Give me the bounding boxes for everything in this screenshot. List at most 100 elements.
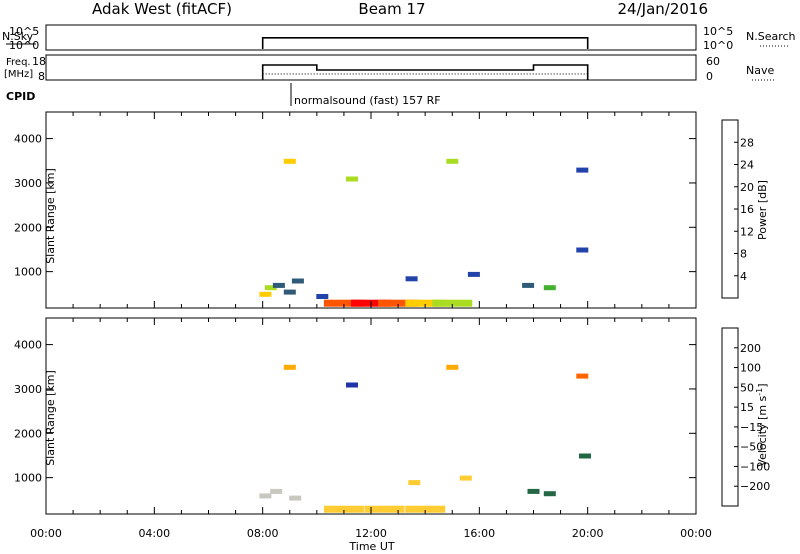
x-tick-label: 20:00 [572, 527, 604, 540]
nsky-panel-frame [45, 24, 697, 51]
velocity-cell [459, 475, 472, 481]
power-cell [576, 167, 589, 173]
velocity-ytick-label: 2000 [14, 427, 42, 440]
power-cell [522, 282, 535, 288]
x-tick-label: 00:00 [680, 527, 712, 540]
date-title: 24/Jan/2016 [618, 0, 709, 18]
cpid-text: normalsound (fast) 157 RF [294, 94, 441, 107]
velocity-colorbar-tick-label: 100 [740, 362, 761, 375]
velocity-cell [579, 453, 591, 459]
power-colorbar-tick-label: 12 [740, 225, 754, 238]
velocity-colorbar-tick-label: −100 [740, 460, 770, 473]
power-cell [378, 299, 419, 307]
power-colorbar: 28 24 20 16 12 8 4 [721, 119, 754, 299]
velocity-cell [270, 488, 283, 494]
power-colorbar-tick-label: 8 [740, 248, 747, 261]
velocity-cell [364, 505, 405, 513]
beam-title: Beam 17 [358, 0, 425, 18]
freq-line [261, 64, 589, 80]
velocity-data-layer [259, 364, 591, 513]
velocity-cell [289, 495, 302, 501]
nsky-tick-top-right: 10^5 [703, 25, 733, 38]
power-cell [576, 247, 589, 253]
velocity-colorbar-tick-label: −50 [740, 441, 763, 454]
velocity-colorbar: 200 100 50 15 −15 −50 −100 −200 [721, 327, 770, 507]
power-cell [316, 294, 329, 299]
nsearch-label: N.Search [746, 30, 796, 43]
velocity-cell [405, 505, 446, 513]
freq-tick-top: 18 [32, 55, 46, 68]
freq-label-line2: [MHz] [4, 69, 33, 80]
power-colorbar-tick-label: 4 [740, 270, 747, 283]
x-axis-tick-labels: 00:00 04:00 08:00 12:00 16:00 20:00 00:00 [30, 527, 712, 540]
velocity-cell [527, 488, 540, 494]
velocity-ylabel: Slant Range [km] [44, 370, 57, 466]
power-panel-frame [45, 111, 697, 309]
freq-label-line1: Freq. [6, 57, 31, 68]
velocity-colorbar-label: Velocity [m s-1] [755, 383, 770, 466]
x-tick-label: 04:00 [138, 527, 170, 540]
power-cell [467, 271, 480, 277]
x-tick-label: 00:00 [30, 527, 62, 540]
power-colorbar-tick-label: 20 [740, 181, 754, 194]
velocity-cell [408, 480, 421, 486]
nsky-tick-bottom-left: 10^0 [9, 39, 39, 52]
power-ytick-label: 3000 [14, 177, 42, 190]
x-axis-label: Time UT [348, 540, 394, 553]
velocity-ytick-label: 1000 [14, 472, 42, 485]
power-cell [259, 291, 272, 297]
power-panel: 1000 2000 3000 4000 Slant Range [km] [14, 111, 697, 309]
nsky-label: N.Sky [2, 30, 34, 43]
velocity-cell [346, 382, 358, 388]
power-cell [405, 299, 446, 307]
power-cell [446, 158, 459, 164]
power-colorbar-label: Power [dB] [756, 180, 769, 240]
power-ytick-label: 2000 [14, 221, 42, 234]
power-cell [346, 176, 358, 182]
power-cell [272, 282, 285, 288]
nsky-tick-bottom-right: 10^0 [703, 39, 733, 52]
x-tick-label: 12:00 [355, 527, 387, 540]
power-cell [264, 285, 277, 291]
power-colorbar-tick-label: 28 [740, 136, 754, 149]
velocity-colorbar-tick-label: 200 [740, 342, 761, 355]
power-ylabel: Slant Range [km] [44, 168, 57, 264]
freq-trace [261, 64, 589, 80]
power-colorbar-tick-label: 16 [740, 203, 754, 216]
velocity-colorbar-label-sup: -1 [755, 388, 764, 396]
velocity-colorbar-tick-label: 15 [740, 401, 754, 414]
freq-tick-bottom: 8 [38, 70, 45, 83]
velocity-cell [576, 373, 589, 379]
power-cell [283, 158, 296, 164]
velocity-panel: 1000 2000 3000 4000 Slant Range [km] [14, 317, 697, 515]
velocity-colorbar-tick-label: −200 [740, 480, 770, 493]
nsky-trace [261, 36, 589, 49]
nsky-tick-top-left: 10^5 [9, 25, 39, 38]
freq-panel-frame [45, 54, 697, 81]
power-cell [323, 299, 364, 307]
power-ytick-label: 4000 [14, 133, 42, 146]
station-title: Adak West (fitACF) [92, 0, 232, 18]
power-cell [291, 278, 304, 284]
power-cell [405, 276, 418, 282]
cpid-label: CPID [6, 90, 35, 103]
velocity-cell [323, 505, 364, 513]
power-axis-ticks: 1000 2000 3000 4000 [14, 112, 697, 308]
power-cell [432, 299, 473, 307]
velocity-axis-ticks: 1000 2000 3000 4000 [14, 318, 697, 514]
power-cell [283, 289, 296, 295]
velocity-colorbar-label-main: Velocity [m s [756, 395, 769, 466]
velocity-cell [446, 364, 459, 370]
velocity-colorbar-tick-label: 50 [740, 381, 754, 394]
x-tick-label: 16:00 [463, 527, 495, 540]
velocity-colorbar-label-end: ] [756, 383, 769, 387]
nave-tick-top: 60 [706, 55, 720, 68]
power-colorbar-tick-label: 24 [740, 159, 754, 172]
power-cell [543, 285, 556, 291]
nave-tick-bottom: 0 [706, 70, 713, 83]
velocity-ytick-label: 3000 [14, 383, 42, 396]
velocity-colorbar-frame [721, 327, 739, 507]
x-tick-label: 08:00 [247, 527, 279, 540]
